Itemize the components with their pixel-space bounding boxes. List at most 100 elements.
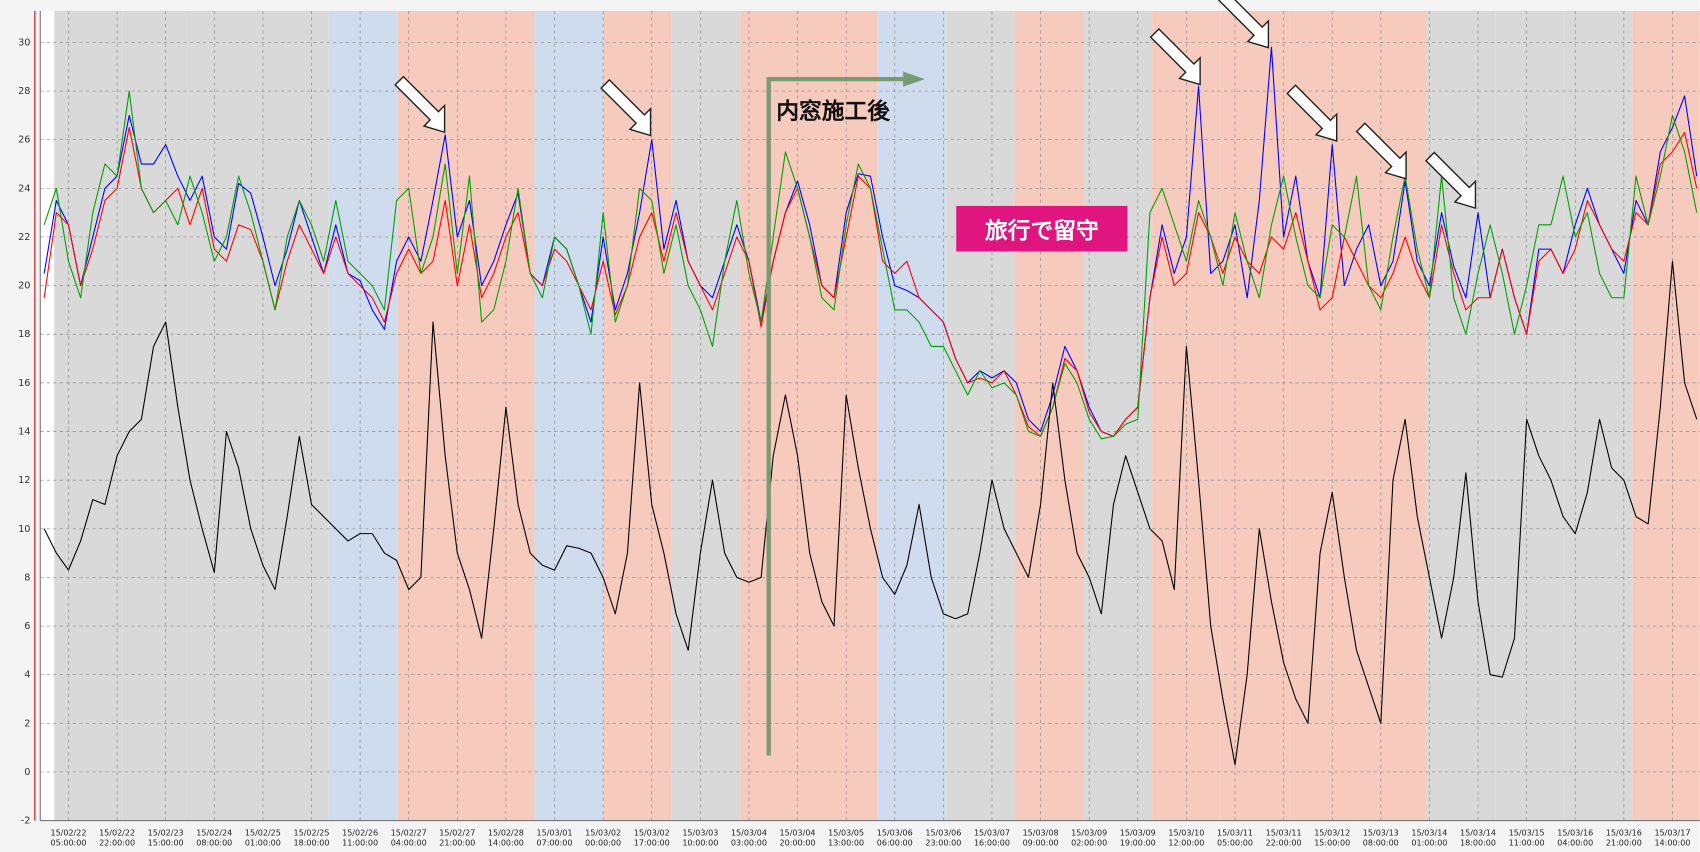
y-tick-label: 16 [18, 378, 30, 389]
x-tick-label: 15/02/27 04:00:00 [390, 828, 427, 848]
day-band [740, 10, 809, 821]
x-tick: 15/02/25 18:00:00 [293, 828, 330, 848]
x-tick-label: 15/03/06 23:00:00 [925, 828, 962, 848]
construction-arrow [766, 76, 906, 756]
day-band [260, 10, 329, 821]
x-tick: 15/03/02 00:00:00 [585, 828, 622, 848]
y-tick-label: 22 [18, 232, 30, 243]
x-tick: 15/03/04 20:00:00 [779, 828, 816, 848]
y-tick-label: 20 [18, 281, 30, 292]
construction-arrow-head [903, 71, 925, 87]
x-tick: 15/03/06 06:00:00 [876, 828, 913, 848]
y-tick-label: 30 [18, 37, 30, 48]
day-band [54, 10, 123, 821]
x-tick-label: 15/03/05 13:00:00 [828, 828, 865, 848]
day-band [191, 10, 261, 821]
y-tick-label: 6 [24, 621, 30, 632]
x-tick-label: 15/02/22 22:00:00 [99, 828, 136, 848]
day-band [1357, 10, 1427, 821]
y-tick-label: 24 [18, 183, 30, 194]
x-tick: 15/03/05 13:00:00 [828, 828, 865, 848]
x-tick: 15/02/24 08:00:00 [196, 828, 232, 848]
y-tick-label: 28 [18, 86, 30, 97]
day-band [1289, 10, 1358, 821]
day-band [1426, 10, 1496, 821]
day-band [122, 10, 192, 821]
day-band [1563, 10, 1633, 821]
x-tick: 15/03/02 17:00:00 [634, 828, 670, 848]
x-tick-label: 15/03/04 20:00:00 [779, 828, 816, 848]
x-tick: 15/02/27 21:00:00 [439, 828, 476, 848]
callout-arrow [1355, 122, 1407, 180]
y-tick-label: 26 [18, 135, 30, 146]
x-tick-label: 15/03/12 15:00:00 [1314, 828, 1351, 848]
x-tick-label: 15/03/03 10:00:00 [682, 828, 719, 848]
y-tick-label: -2 [21, 816, 31, 827]
day-band [397, 10, 466, 821]
x-tick-label: 15/03/15 11:00:00 [1508, 828, 1545, 848]
x-tick-label: 15/03/17 14:00:00 [1654, 828, 1691, 848]
annotation-box [956, 205, 1128, 252]
x-tick: 15/03/15 11:00:00 [1508, 828, 1545, 848]
day-band [534, 10, 604, 821]
callout-arrow [1149, 27, 1201, 86]
x-tick-label: 15/03/09 02:00:00 [1071, 828, 1108, 848]
x-tick: 15/03/09 02:00:00 [1071, 828, 1108, 848]
x-tick-label: 15/03/07 16:00:00 [973, 828, 1010, 848]
y-tick-label: 14 [18, 427, 30, 438]
x-tick-label: 15/03/10 12:00:00 [1168, 828, 1205, 848]
x-tick: 15/02/26 11:00:00 [342, 828, 379, 848]
x-tick: 15/03/14 18:00:00 [1460, 828, 1496, 848]
day-band [671, 10, 741, 821]
x-tick: 15/03/03 10:00:00 [682, 828, 719, 848]
day-band [808, 10, 878, 821]
x-tick-label: 15/03/11 22:00:00 [1265, 828, 1302, 848]
annotation: 旅行で留守 [985, 217, 1099, 244]
callout-arrow [600, 78, 652, 137]
series-line [43, 260, 1698, 766]
callout-arrow [1286, 84, 1338, 142]
x-tick-label: 15/03/01 07:00:00 [536, 828, 573, 848]
y-tick-label: 8 [24, 572, 30, 583]
x-tick: 15/03/13 08:00:00 [1362, 828, 1399, 848]
y-tick-label: 12 [18, 475, 30, 486]
y-tick-label: 4 [24, 670, 30, 681]
day-band [1220, 10, 1290, 821]
x-tick: 15/03/11 22:00:00 [1265, 828, 1302, 848]
x-tick-label: 15/02/25 01:00:00 [244, 828, 281, 848]
y-tick-label: 0 [24, 767, 30, 778]
x-tick-label: 15/02/26 11:00:00 [342, 828, 379, 848]
x-tick-label: 15/03/06 06:00:00 [876, 828, 913, 848]
day-band [877, 10, 947, 821]
x-tick-label: 15/02/28 14:00:00 [487, 828, 524, 848]
x-tick-label: 15/03/02 00:00:00 [585, 828, 622, 848]
x-tick: 15/02/22 05:00:00 [50, 828, 87, 848]
x-tick: 15/03/16 21:00:00 [1605, 828, 1642, 848]
day-bands [54, 10, 1700, 821]
x-tick-label: 15/02/23 15:00:00 [147, 828, 184, 848]
x-tick-label: 15/02/27 21:00:00 [439, 828, 476, 848]
x-tick: 15/03/07 16:00:00 [973, 828, 1010, 848]
x-tick-label: 15/03/16 04:00:00 [1557, 828, 1594, 848]
x-tick: 15/03/10 12:00:00 [1168, 828, 1205, 848]
x-tick-label: 15/03/08 09:00:00 [1022, 828, 1059, 848]
x-tick: 15/03/17 14:00:00 [1654, 828, 1691, 848]
x-tick-label: 15/03/13 08:00:00 [1362, 828, 1399, 848]
x-tick: 15/02/25 01:00:00 [244, 828, 281, 848]
series-line [43, 46, 1698, 437]
x-tick: 15/03/11 05:00:00 [1217, 828, 1253, 848]
x-tick-label: 15/02/25 18:00:00 [293, 828, 330, 848]
callout-arrow [394, 75, 446, 134]
callout-arrow [1217, 0, 1270, 49]
arrows [394, 0, 1477, 210]
x-tick: 15/02/22 22:00:00 [99, 828, 136, 848]
x-tick: 15/02/23 15:00:00 [147, 828, 184, 848]
series-line [43, 90, 1698, 440]
x-tick: 15/03/08 09:00:00 [1022, 828, 1059, 848]
x-tick-label: 15/02/22 05:00:00 [50, 828, 87, 848]
x-tick-label: 15/03/16 21:00:00 [1605, 828, 1642, 848]
x-tick: 15/02/27 04:00:00 [390, 828, 427, 848]
x-tick: 15/03/09 19:00:00 [1120, 828, 1156, 848]
x-tick-label: 15/03/14 01:00:00 [1411, 828, 1448, 848]
